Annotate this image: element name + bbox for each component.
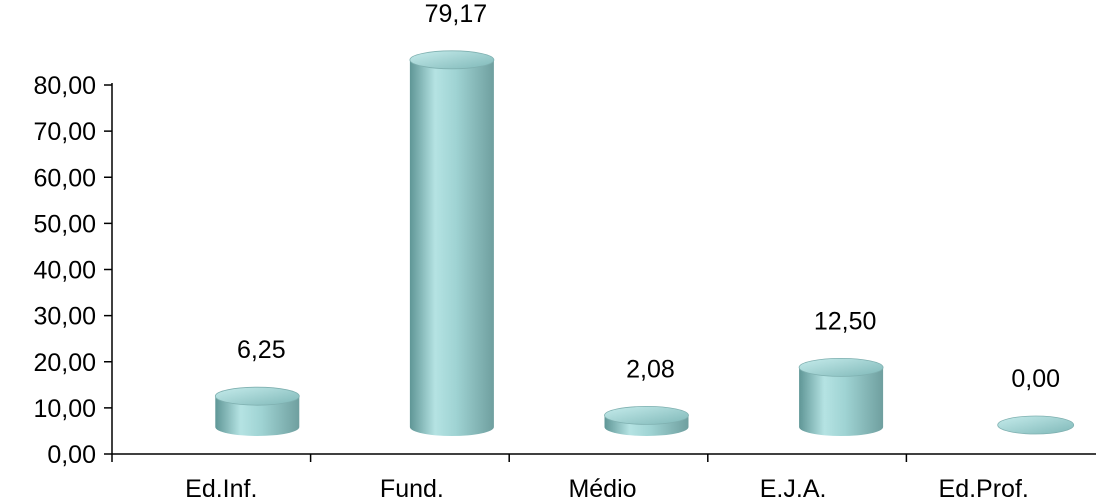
x-tick-label: Ed.Prof. xyxy=(939,475,1029,502)
data-label: 2,08 xyxy=(626,355,675,383)
y-tick-label: 0,00 xyxy=(47,441,96,469)
chart-bars xyxy=(214,50,1075,437)
data-label: 12,50 xyxy=(814,307,877,335)
y-tick-label: 40,00 xyxy=(33,257,96,285)
y-tick-label: 20,00 xyxy=(33,349,96,377)
bar-top xyxy=(997,415,1075,435)
y-tick-label: 10,00 xyxy=(33,395,96,423)
data-label: 79,17 xyxy=(425,0,488,28)
y-tick-label: 60,00 xyxy=(33,164,96,192)
bar-top xyxy=(604,406,689,425)
y-tick-label: 80,00 xyxy=(33,72,96,100)
bar-top xyxy=(214,386,300,406)
y-tick-label: 50,00 xyxy=(33,210,96,238)
bar-body xyxy=(799,367,884,437)
bar-body xyxy=(215,396,300,436)
data-label: 6,25 xyxy=(237,336,286,364)
bar xyxy=(798,357,884,437)
bar-top xyxy=(798,357,884,377)
bar xyxy=(997,415,1075,435)
bar xyxy=(214,386,300,436)
bar xyxy=(409,50,495,437)
chart-labels: 0,00 10,00 20,00 30,00 40,00 50,00 60,00 70,00 8… xyxy=(33,0,1060,502)
x-tick-label: E.J.A. xyxy=(760,475,827,502)
y-tick-label: 30,00 xyxy=(33,303,96,331)
bar-top xyxy=(409,50,495,70)
y-tick-label: 70,00 xyxy=(33,118,96,146)
x-tick-label: Médio xyxy=(568,475,636,502)
chart-axes xyxy=(104,83,1096,462)
data-label: 0,00 xyxy=(1011,365,1060,393)
bar-body xyxy=(409,59,494,437)
bar xyxy=(604,406,689,436)
x-tick-label: Ed.Inf. xyxy=(185,475,257,502)
x-tick-label: Fund. xyxy=(380,475,444,502)
